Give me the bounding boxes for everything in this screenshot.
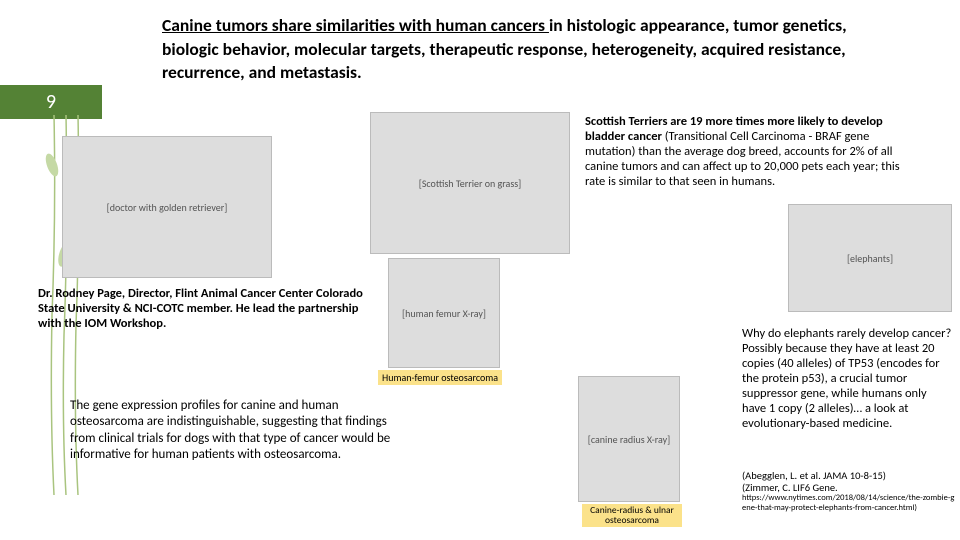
image-canine-xray: [canine radius X-ray] <box>578 376 680 502</box>
text-elephant-cancer: Why do elephants rarely develop cancer? … <box>742 326 952 431</box>
caption-canine-xray: Canine-radius & ulnar osteosarcoma <box>582 504 682 527</box>
image-doctor-dog: [doctor with golden retriever] <box>62 136 272 278</box>
slide-number: 9 <box>0 85 102 119</box>
text-scottish-terrier: Scottish Terriers are 19 more times more… <box>585 114 915 189</box>
citation-url: https://www.nytimes.com/2018/08/14/scien… <box>742 494 957 514</box>
image-elephants: [elephants] <box>788 204 952 312</box>
image-scottish-terrier: [Scottish Terrier on grass] <box>370 112 570 254</box>
slide-title: Canine tumors share similarities with hu… <box>162 14 902 85</box>
citations: (Abegglen, L. et al. JAMA 10-8-15) (Zimm… <box>742 470 957 514</box>
caption-human-xray: Human-femur osteosarcoma <box>378 370 502 385</box>
caption-doctor: Dr. Rodney Page, Director, Flint Animal … <box>38 286 368 331</box>
image-human-xray: [human femur X-ray] <box>388 258 500 368</box>
text-gene-expression: The gene expression profiles for canine … <box>70 398 406 463</box>
title-underline: Canine tumors share similarities with hu… <box>162 14 549 36</box>
